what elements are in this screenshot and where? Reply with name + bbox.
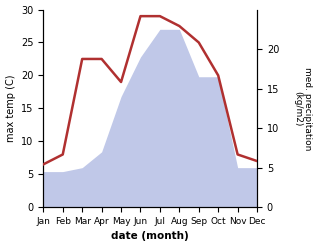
Y-axis label: max temp (C): max temp (C) [5,75,16,142]
Y-axis label: med. precipitation
(kg/m2): med. precipitation (kg/m2) [293,67,313,150]
X-axis label: date (month): date (month) [111,231,189,242]
